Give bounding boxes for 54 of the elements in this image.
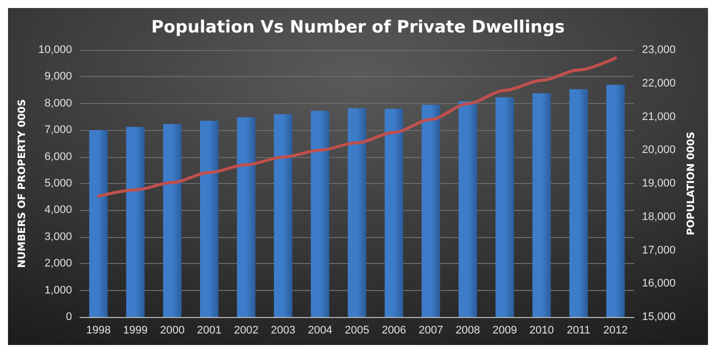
chart-title: Population Vs Number of Private Dwellings [151,18,565,38]
x-tick-label: 1998 [86,324,111,336]
x-tick-label: 2006 [382,324,406,336]
y-tick-label: 0 [66,311,72,323]
y-tick-label: 1,000 [44,284,72,296]
bar [89,130,108,317]
y2-tick-label: 19,000 [642,178,676,190]
bar [422,104,440,317]
x-tick-label: 2002 [234,324,258,336]
bar [310,110,330,317]
y-tick-label: 5,000 [44,178,72,190]
bar [496,97,514,317]
x-tick-label: 2001 [197,324,222,336]
line-series [96,56,618,198]
bar [200,120,218,317]
bar [458,101,478,317]
bar [126,126,145,317]
y-tick-label: 3,000 [44,230,72,243]
x-tick-label: 2003 [270,324,296,336]
y2-tick-label: 21,000 [642,110,676,123]
y2-tick-label: 22,000 [642,77,676,90]
y2-tick-label: 17,000 [642,244,676,256]
y2-tick-label: 15,000 [642,311,676,323]
y-tick-label: 6,000 [44,150,72,163]
x-tick-label: 2012 [603,324,628,336]
bar [274,114,292,317]
y-tick-label: 4,000 [44,204,72,216]
bar [606,84,625,317]
x-tick-label: 2009 [492,324,517,336]
y-axis-title: NUMBERS OF PROPERTY 000S [16,99,28,268]
x-tick-label: 1999 [123,324,148,336]
y2-tick-label: 16,000 [642,278,676,290]
y-tick-label: 9,000 [44,70,72,83]
bar [532,93,551,317]
x-tick-label: 2010 [529,324,554,336]
x-tick-label: 2008 [456,324,480,336]
y2-tick-label: 20,000 [642,144,676,156]
bar [384,108,404,317]
bar [569,89,588,317]
x-tick-label: 2000 [160,324,185,336]
y-tick-label: 7,000 [44,124,72,136]
y-tick-label: 8,000 [44,97,72,110]
bar [163,124,182,317]
bar [348,108,366,317]
x-tick-label: 2007 [418,324,444,336]
y2-tick-label: 23,000 [642,44,676,56]
x-tick-label: 2011 [566,324,590,336]
y-tick-label: 2,000 [44,258,72,270]
bar [236,117,256,317]
y2-tick-label: 18,000 [642,210,676,223]
x-tick-label: 2005 [344,324,370,336]
y2-axis-title: POPULATION 000S [686,132,698,236]
x-tick-label: 2004 [308,324,332,336]
y-tick-label: 10,000 [38,44,72,56]
